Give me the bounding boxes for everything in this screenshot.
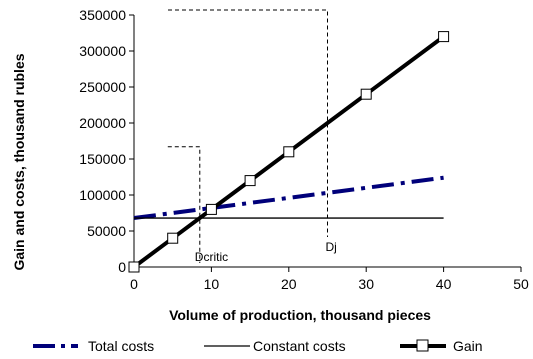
y-tick-label: 50000: [87, 223, 126, 239]
legend-label-gain: Gain: [453, 338, 483, 354]
gain-marker: [128, 261, 140, 273]
series-line-total-costs: [133, 175, 444, 221]
annotations: Dcritic Dj: [167, 9, 337, 264]
y-tick-label: 150000: [79, 151, 126, 167]
legend-label-constant-costs: Constant costs: [253, 338, 346, 354]
y-tick-label: 300000: [79, 43, 126, 59]
x-axis-title: Volume of production, thousand pieces: [169, 307, 431, 323]
x-tick-label: 30: [358, 276, 374, 292]
x-tick-label: 10: [204, 276, 220, 292]
annotation-dcritic-label: Dcritic: [195, 250, 228, 264]
x-tick-label: 20: [281, 276, 297, 292]
x-tick-label: 0: [130, 276, 138, 292]
gain-marker: [205, 203, 217, 215]
gain-markers: [128, 31, 450, 273]
annotation-dcritic-guide: [167, 146, 201, 263]
y-tick-label: 250000: [79, 79, 126, 95]
y-tick-label: 100000: [79, 187, 126, 203]
x-tick-label: 40: [436, 276, 452, 292]
gain-marker: [438, 31, 450, 43]
y-tick-labels: 0 50000 100000 150000 200000 250000 300000 3500…: [79, 7, 134, 275]
legend-label-total-costs: Total costs: [88, 338, 154, 354]
axes: [133, 15, 521, 268]
gain-marker: [244, 175, 256, 187]
y-tick-label: 200000: [79, 115, 126, 131]
y-axis-title: Gain and costs, thousand rubles: [11, 53, 27, 270]
annotation-dj-label: Dj: [326, 240, 337, 254]
x-tick-labels: 0 10 20 30 40 50: [130, 267, 529, 292]
legend-marker-gain: [416, 339, 429, 352]
gain-marker: [283, 146, 295, 158]
gain-marker: [360, 88, 372, 100]
gain-marker: [167, 232, 179, 244]
legend: Total costs Constant costs Gain: [33, 338, 483, 354]
y-tick-label: 0: [118, 259, 126, 275]
annotation-dj-guide: [168, 9, 328, 237]
x-tick-label: 50: [513, 276, 529, 292]
y-tick-label: 350000: [79, 7, 126, 23]
